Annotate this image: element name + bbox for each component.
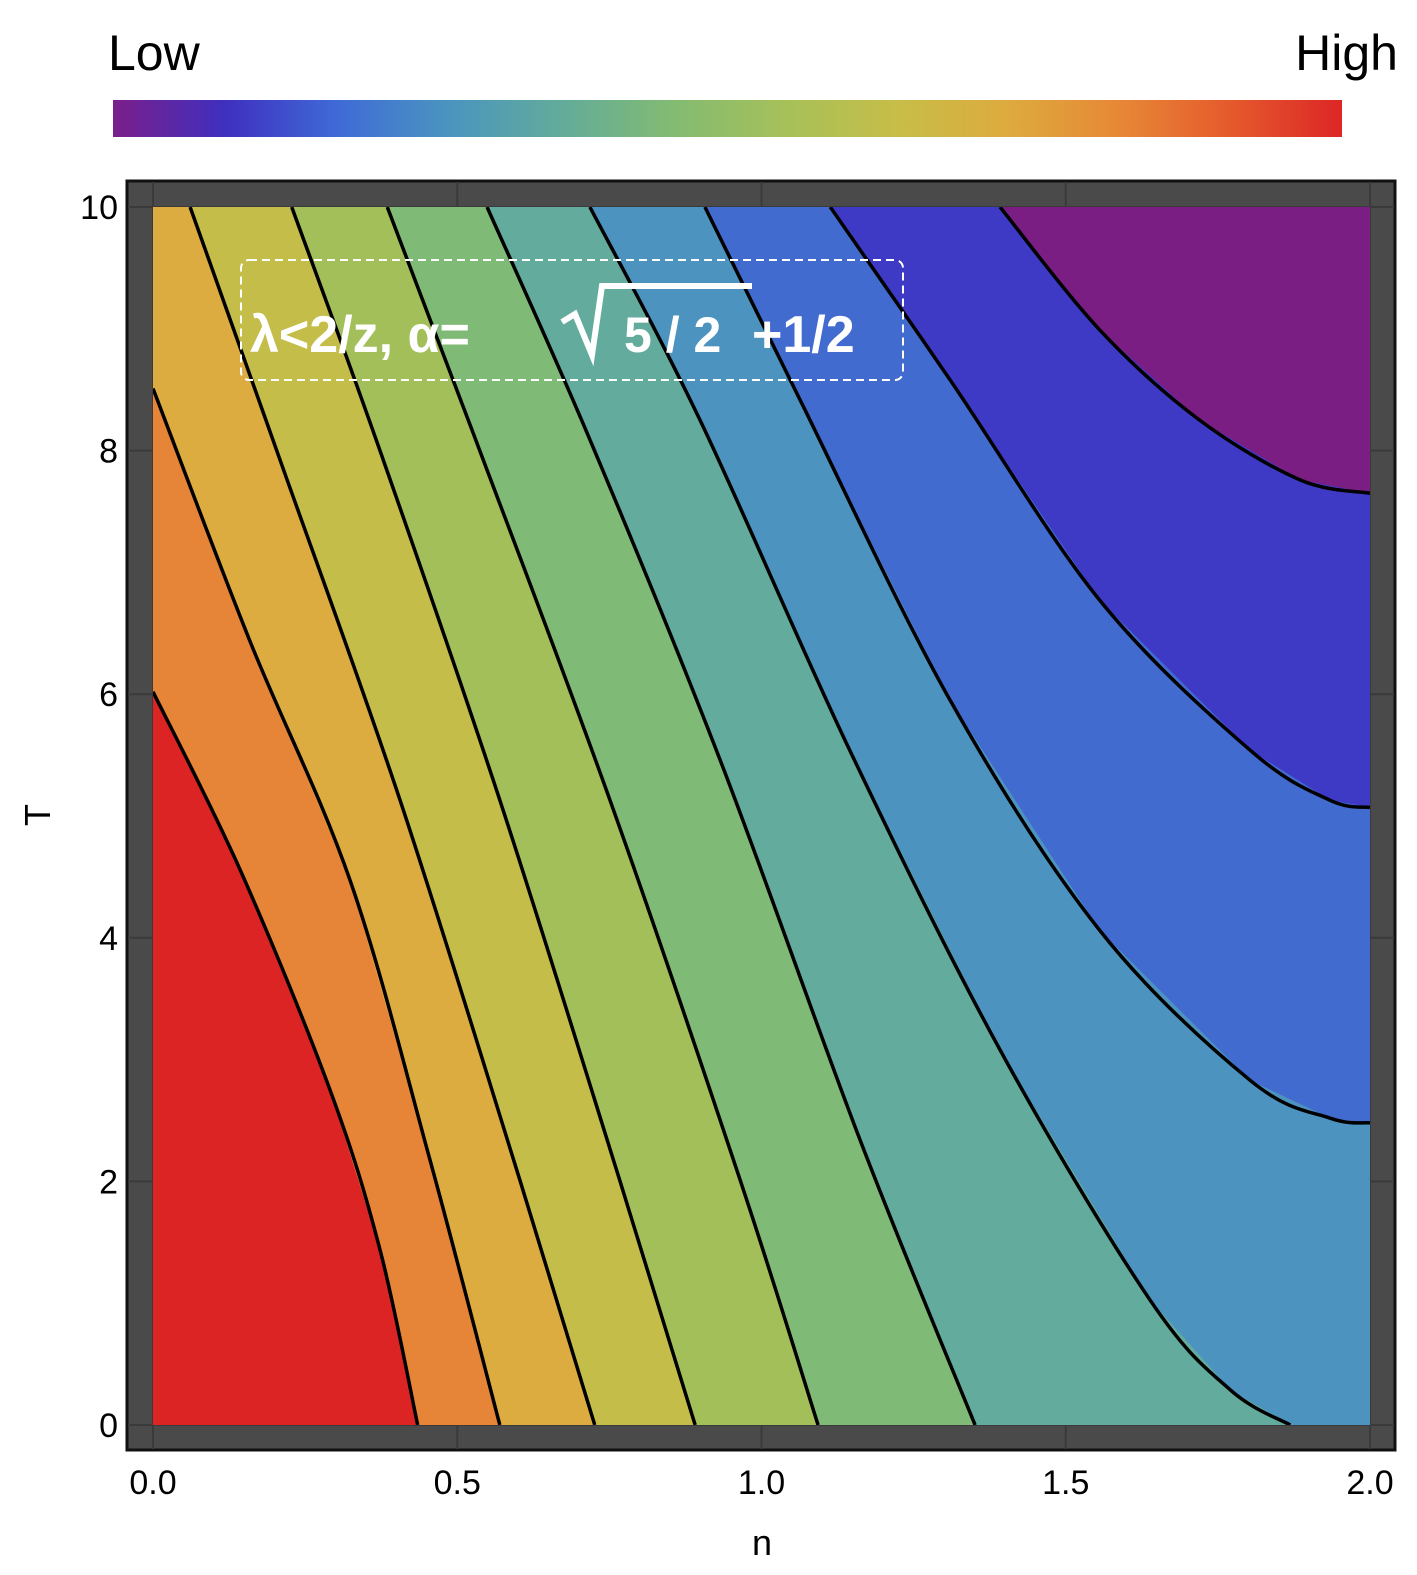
annotation-left: λ<2/z, α= xyxy=(250,306,470,364)
contour-line xyxy=(703,207,1370,1125)
contour-line xyxy=(385,207,820,1425)
colorbar-high: High xyxy=(1295,25,1398,81)
contour-line xyxy=(485,207,977,1425)
annotation-radicand: 5 / 2 xyxy=(624,307,721,363)
x-tick-label: 1.0 xyxy=(738,1464,785,1502)
contour-line xyxy=(588,207,1292,1425)
ticks: 0.0 0.5 1.0 1.5 2.0 0 2 4 6 8 10 xyxy=(80,189,1393,1502)
contour-line xyxy=(290,207,697,1425)
y-tick-label: 8 xyxy=(99,433,118,471)
y-tick-label: 10 xyxy=(80,189,118,227)
region xyxy=(1000,207,1370,494)
contour-line xyxy=(828,207,1370,810)
x-tick-label: 0.5 xyxy=(434,1464,481,1502)
y-tick-label: 2 xyxy=(99,1163,118,1201)
y-tick-label: 6 xyxy=(99,676,118,714)
colorbar-low: Low xyxy=(108,25,201,81)
contour-line xyxy=(153,387,502,1425)
y-tick-label: 4 xyxy=(99,920,118,958)
annotation: λ<2/z, α= 5 / 2 +1/2 xyxy=(240,259,904,381)
annotation-right: +1/2 xyxy=(752,306,855,364)
contour-lines xyxy=(153,207,1370,1425)
contour-line xyxy=(153,690,420,1425)
x-tick-label: 1.5 xyxy=(1042,1464,1089,1502)
colorbar xyxy=(113,100,1342,137)
x-axis-label: n xyxy=(752,1522,772,1563)
x-tick-label: 2.0 xyxy=(1346,1464,1393,1502)
regions xyxy=(153,207,1370,1425)
sqrt-sign xyxy=(560,283,752,367)
y-tick-label: 0 xyxy=(99,1407,118,1445)
y-axis-label: T xyxy=(17,804,58,826)
annotation-box xyxy=(240,259,904,381)
contour-line xyxy=(998,207,1370,495)
x-tick-label: 0.0 xyxy=(129,1464,176,1502)
